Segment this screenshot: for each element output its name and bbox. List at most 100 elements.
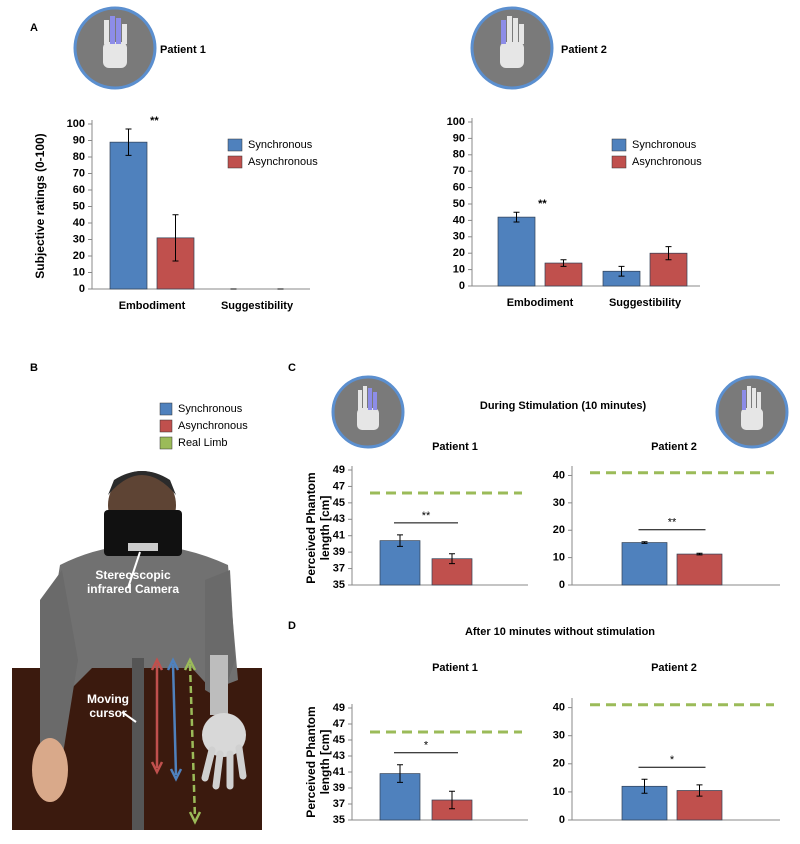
error-bar xyxy=(641,778,648,794)
chart-title: Patient 2 xyxy=(651,441,697,453)
legend-swatch xyxy=(227,155,243,169)
y-tick-label: 10 xyxy=(453,264,465,276)
y-tick-label: 43 xyxy=(333,750,345,762)
y-tick-label: 41 xyxy=(333,530,345,542)
y-tick-label: 49 xyxy=(333,702,345,714)
legend-label: Real Limb xyxy=(178,437,228,449)
bar xyxy=(621,542,668,586)
panel-label: D xyxy=(288,620,296,632)
y-tick-label: 60 xyxy=(73,184,85,196)
legend-swatch xyxy=(227,138,243,152)
y-tick-label: 45 xyxy=(333,497,345,509)
error-bar xyxy=(449,790,455,810)
y-tick-label: 45 xyxy=(333,734,345,746)
y-tick-label: 0 xyxy=(459,280,465,292)
y-tick-label: 20 xyxy=(553,524,565,536)
y-tick-label: 47 xyxy=(333,718,345,730)
y-tick-label: 60 xyxy=(453,182,465,194)
y-tick-label: 100 xyxy=(67,118,85,130)
illustration xyxy=(12,471,262,830)
x-tick-label: Suggestibility xyxy=(221,300,294,312)
significance-label: ** xyxy=(538,198,547,210)
y-tick-label: 43 xyxy=(333,513,345,525)
error-bar xyxy=(560,259,567,267)
legend-label: Synchronous xyxy=(632,139,697,151)
y-tick-label: 20 xyxy=(73,250,85,262)
x-tick-label: Embodiment xyxy=(119,300,186,312)
y-tick-label: 35 xyxy=(333,814,345,826)
error-bar xyxy=(125,128,132,156)
legend-swatch xyxy=(159,402,173,416)
significance-label: ** xyxy=(422,510,431,522)
error-bar xyxy=(397,534,403,547)
significance-label: * xyxy=(424,740,429,752)
bar xyxy=(497,216,536,287)
y-tick-label: 30 xyxy=(453,231,465,243)
legend-label: Asynchronous xyxy=(632,156,702,168)
legend-swatch xyxy=(159,419,173,433)
y-tick-label: 40 xyxy=(453,214,465,226)
hand-icons xyxy=(73,6,789,449)
error-bar xyxy=(172,214,179,262)
y-tick-label: 49 xyxy=(333,464,345,476)
chart-title: Patient 2 xyxy=(651,662,697,674)
y-tick-label: 70 xyxy=(453,165,465,177)
bar xyxy=(109,141,148,290)
y-tick-label: 41 xyxy=(333,766,345,778)
y-tick-label: 10 xyxy=(73,266,85,278)
legend-label: Synchronous xyxy=(178,403,243,415)
y-tick-label: 90 xyxy=(453,132,465,144)
y-tick-label: 40 xyxy=(553,469,565,481)
error-bar xyxy=(513,211,520,223)
chart-title: Patient 2 xyxy=(561,44,607,56)
hand-icon-fingers xyxy=(103,16,763,430)
error-bar xyxy=(397,764,403,783)
y-tick-label: 47 xyxy=(333,480,345,492)
y-tick-label: 30 xyxy=(553,497,565,509)
y-tick-label: 39 xyxy=(333,782,345,794)
y-tick-label: 70 xyxy=(73,167,85,179)
legend-swatch xyxy=(611,155,627,169)
y-axis-label: Subjective ratings (0-100) xyxy=(33,133,47,279)
y-tick-label: 90 xyxy=(73,134,85,146)
bar xyxy=(379,540,421,586)
panel-title: After 10 minutes without stimulation xyxy=(465,626,655,638)
y-tick-label: 0 xyxy=(559,814,565,826)
y-tick-label: 50 xyxy=(453,198,465,210)
y-tick-label: 100 xyxy=(447,116,465,128)
error-bar xyxy=(618,265,625,277)
y-tick-label: 0 xyxy=(79,283,85,295)
y-tick-label: 10 xyxy=(553,552,565,564)
error-bar xyxy=(449,553,455,565)
y-axis-label: Perceived Phantom length [cm] xyxy=(304,472,332,584)
y-tick-label: 40 xyxy=(73,217,85,229)
significance-label: ** xyxy=(150,115,159,127)
significance-label: * xyxy=(670,754,675,766)
y-tick-label: 80 xyxy=(73,151,85,163)
chart-title: Patient 1 xyxy=(160,44,206,56)
y-tick-label: 37 xyxy=(333,798,345,810)
x-tick-label: Embodiment xyxy=(507,297,574,309)
legend-swatch xyxy=(159,436,173,450)
y-tick-label: 20 xyxy=(453,247,465,259)
error-bar xyxy=(665,246,672,261)
y-tick-label: 40 xyxy=(553,702,565,714)
error-bar xyxy=(641,541,648,544)
panel-label: A xyxy=(30,22,38,34)
y-tick-label: 80 xyxy=(453,149,465,161)
y-tick-label: 10 xyxy=(553,786,565,798)
legend-label: Asynchronous xyxy=(248,156,318,168)
y-tick-label: 30 xyxy=(73,233,85,245)
cursor-label: Moving cursor xyxy=(87,692,129,720)
error-bar xyxy=(696,552,703,556)
legend-label: Asynchronous xyxy=(178,420,248,432)
y-axis-label: Perceived Phantom length [cm] xyxy=(304,706,332,818)
panel-title: During Stimulation (10 minutes) xyxy=(480,400,647,412)
error-bar xyxy=(696,784,703,797)
y-tick-label: 50 xyxy=(73,200,85,212)
panel-label: C xyxy=(288,362,296,374)
y-tick-label: 35 xyxy=(333,579,345,591)
legend-label: Synchronous xyxy=(248,139,313,151)
